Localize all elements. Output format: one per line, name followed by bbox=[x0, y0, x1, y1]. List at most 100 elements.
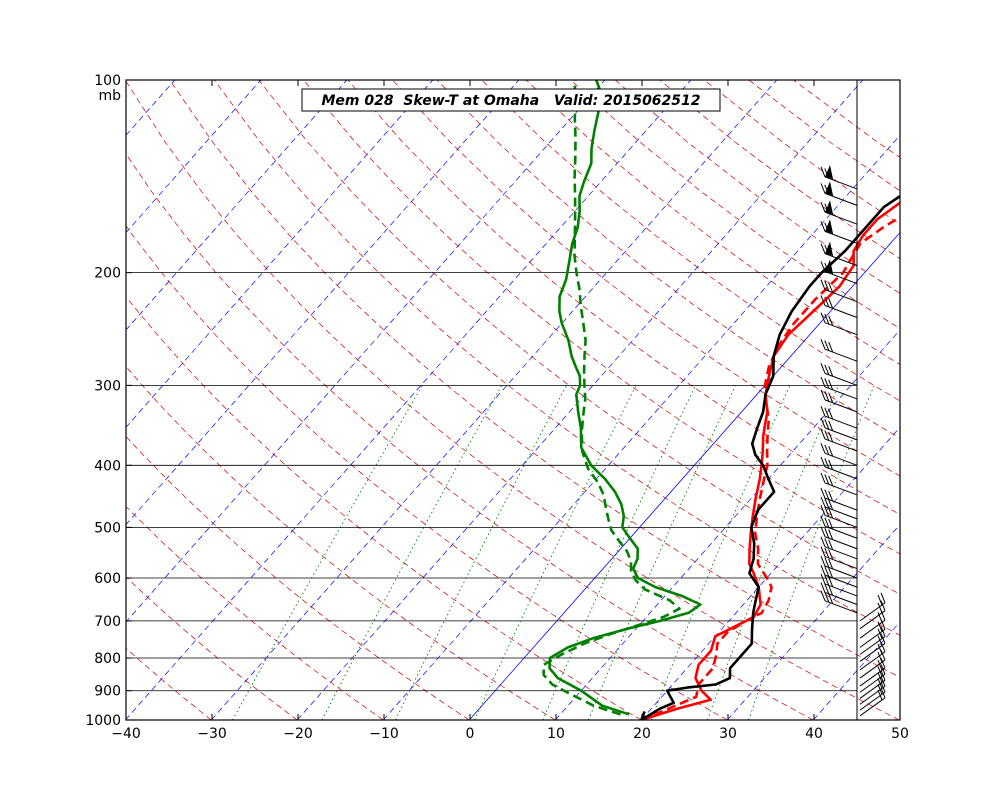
wind-barb-feather bbox=[820, 516, 826, 527]
wind-barb-feather bbox=[828, 549, 834, 560]
wind-barb bbox=[820, 564, 858, 588]
wind-barb-feather bbox=[824, 296, 830, 308]
mixing-ratio-line bbox=[587, 385, 736, 720]
wind-barb-staff bbox=[824, 600, 858, 614]
wind-barb bbox=[820, 338, 858, 362]
pressure-tick-label: 600 bbox=[94, 571, 121, 587]
wind-barb-feather bbox=[828, 408, 834, 420]
wind-barb-feather bbox=[820, 202, 826, 213]
wind-barb bbox=[820, 573, 858, 597]
wind-barb-staff bbox=[859, 602, 886, 622]
temperature-tick-label: 40 bbox=[805, 726, 823, 742]
isotherm-line bbox=[126, 80, 434, 428]
wind-barb-feather bbox=[828, 392, 834, 403]
wind-barb-staff bbox=[859, 667, 886, 687]
wind-barb bbox=[859, 649, 886, 679]
wind-barb bbox=[859, 592, 886, 622]
wind-barb-staff bbox=[824, 192, 858, 206]
wind-barb-staff bbox=[824, 305, 858, 318]
wind-barb bbox=[820, 259, 858, 285]
wind-barb-staff bbox=[824, 452, 858, 466]
wind-barb-feather bbox=[828, 282, 834, 293]
temperature-tick-label: 30 bbox=[719, 726, 737, 742]
wind-barb-staff bbox=[859, 619, 886, 639]
wind-barb-feather bbox=[824, 430, 830, 441]
wind-barb-feather bbox=[824, 444, 830, 455]
wind-barb-feather bbox=[880, 681, 886, 693]
wind-barb-feather bbox=[820, 406, 826, 417]
wind-barb bbox=[820, 472, 858, 496]
wind-barb bbox=[820, 389, 858, 413]
wind-barb-staff bbox=[824, 525, 858, 539]
wind-barb-pennant bbox=[825, 219, 833, 234]
wind-barb-feather bbox=[880, 649, 886, 661]
pressure-tick-label: 400 bbox=[94, 458, 121, 474]
wind-barb-feather bbox=[824, 313, 830, 325]
isotherm-line bbox=[211, 80, 778, 720]
wind-barb-feather bbox=[828, 420, 834, 431]
wind-barb-feather bbox=[824, 474, 830, 485]
wind-barb-feather bbox=[824, 592, 830, 603]
wind-barb-staff bbox=[824, 574, 858, 588]
wind-barb-feather bbox=[820, 505, 826, 516]
isotherm-line bbox=[126, 80, 606, 623]
wind-barb-feather bbox=[828, 585, 834, 596]
wind-barb-feather bbox=[820, 496, 826, 508]
wind-barb-feather bbox=[828, 576, 834, 588]
wind-barb-feather bbox=[820, 573, 826, 585]
chart-title: Mem 028 Skew-T at Omaha Valid: 201506251… bbox=[321, 93, 700, 109]
wind-barb-feather bbox=[828, 341, 834, 353]
wind-barb bbox=[820, 487, 858, 511]
temperature-tick-label: −20 bbox=[283, 726, 313, 742]
wind-barb-feather bbox=[820, 389, 826, 401]
wind-barb-feather bbox=[828, 379, 834, 390]
wind-barb bbox=[820, 181, 858, 206]
wind-barb-feather bbox=[877, 689, 883, 701]
wind-barb-staff bbox=[824, 372, 858, 386]
mixing-ratio-line bbox=[707, 385, 840, 720]
wind-barb-feather bbox=[877, 643, 883, 655]
wind-barb-staff bbox=[859, 659, 886, 679]
dry-adiabat-line bbox=[126, 225, 728, 720]
wind-barb-staff bbox=[824, 253, 858, 267]
temperature-tick-label: 50 bbox=[891, 726, 909, 742]
wind-barb-feather bbox=[820, 456, 826, 468]
wind-barb bbox=[820, 505, 858, 528]
temperature-axis: −40 −30 −20 −10 0 10 20 30 40 50 bbox=[111, 80, 909, 742]
dry-adiabat-line bbox=[481, 80, 900, 402]
wind-barb-staff bbox=[824, 592, 858, 605]
wind-barb-staff bbox=[859, 636, 886, 655]
wind-barb-pennant bbox=[825, 164, 833, 179]
mixing-ratio-line bbox=[542, 385, 697, 720]
temperature-tick-label: 20 bbox=[633, 726, 651, 742]
wind-barb-feather bbox=[877, 684, 883, 695]
wind-barb bbox=[820, 376, 858, 400]
wind-barb-feather bbox=[820, 590, 826, 601]
wind-barb bbox=[820, 219, 858, 244]
wind-barb-feather bbox=[820, 363, 826, 374]
wind-barb-staff bbox=[859, 643, 886, 662]
wind-barb-feather bbox=[880, 687, 886, 698]
wind-barb-feather bbox=[828, 529, 834, 540]
wind-barb-staff bbox=[824, 556, 858, 570]
wind-barb-feather bbox=[824, 419, 830, 430]
wind-barb-feather bbox=[877, 628, 883, 639]
series-line-red-dashed bbox=[640, 215, 900, 720]
wind-barb-staff bbox=[824, 497, 858, 511]
wind-barbs bbox=[820, 164, 886, 717]
wind-barb-feather bbox=[828, 508, 834, 519]
wind-barb-feather bbox=[820, 564, 826, 576]
wind-barb bbox=[820, 295, 858, 318]
dry-adiabat-line bbox=[258, 80, 900, 595]
wind-barb-feather bbox=[820, 221, 826, 232]
wind-barb-feather bbox=[877, 594, 883, 606]
wind-barb-feather bbox=[824, 557, 830, 568]
wind-barb-feather bbox=[828, 499, 834, 510]
wind-barb-feather bbox=[877, 660, 883, 671]
wind-barb-staff bbox=[859, 685, 886, 705]
pressure-tick-label: 200 bbox=[94, 266, 121, 282]
wind-barb-feather bbox=[828, 475, 834, 487]
wind-barb-staff bbox=[859, 628, 886, 648]
wind-barb-staff bbox=[824, 427, 858, 441]
isotherm-line bbox=[126, 80, 520, 526]
